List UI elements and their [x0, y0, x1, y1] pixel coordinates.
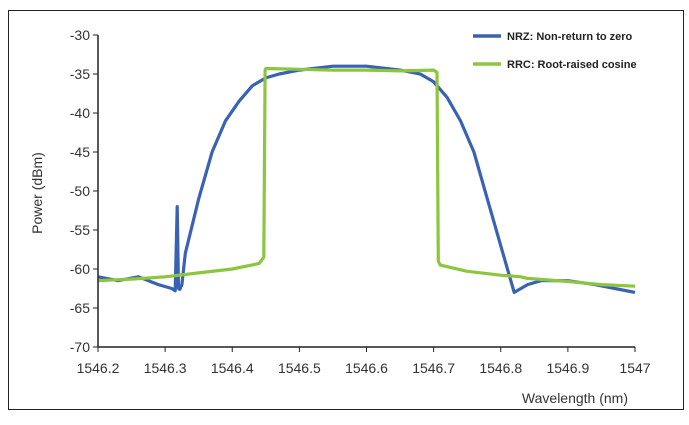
series-line-2	[97, 66, 636, 288]
y-tick-label: -45	[70, 144, 90, 160]
chart-frame	[8, 10, 684, 410]
y-tick-label: -35	[70, 66, 90, 82]
x-tick-label: 1546.4	[211, 360, 254, 376]
series-line-1	[97, 64, 636, 294]
y-axis-label: Power (dBm)	[29, 152, 45, 234]
y-tick-label: -40	[70, 105, 90, 121]
x-tick-label: 1546.3	[144, 360, 187, 376]
x-axis-label: Wavelength (nm)	[522, 390, 628, 406]
y-tick-label: -55	[70, 222, 90, 238]
y-axis-ticks: -30 -35 -40 -45 -50 -55 -60 -65 -70	[70, 27, 98, 355]
y-tick-label: -60	[70, 261, 90, 277]
x-tick-label: 1546.8	[479, 360, 522, 376]
legend: NRZ: Non-return to zero RRC: Root-raised …	[473, 31, 637, 71]
x-tick-label: 1546.7	[412, 360, 455, 376]
series-layer	[97, 64, 636, 294]
x-tick-label: 1546.6	[345, 360, 388, 376]
y-tick-label: -50	[70, 183, 90, 199]
y-tick-label: -65	[70, 300, 90, 316]
x-tick-label: 1546.9	[546, 360, 589, 376]
y-tick-label: -30	[70, 27, 90, 43]
x-tick-label: 1546.2	[77, 360, 120, 376]
legend-label: NRZ: Non-return to zero	[507, 31, 633, 43]
x-axis-ticks: 1546.2 1546.3 1546.4 1546.5 1546.6 1546.7 1546…	[77, 347, 651, 376]
x-tick-label: 1547	[619, 360, 650, 376]
y-tick-label: -70	[70, 339, 90, 355]
legend-label: RRC: Root-raised cosine	[507, 59, 637, 71]
x-tick-label: 1546.5	[278, 360, 321, 376]
